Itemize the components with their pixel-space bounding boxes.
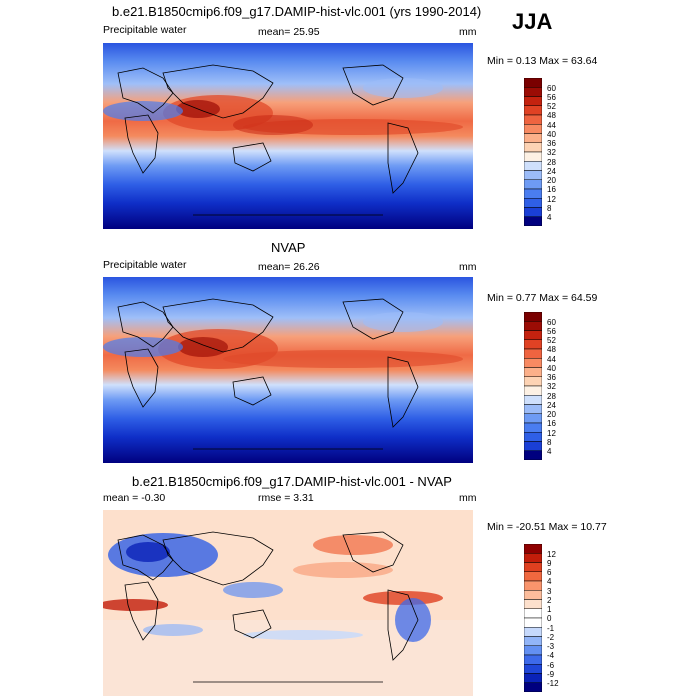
- cb-tick: 16: [547, 185, 556, 194]
- panel-obs-minmax: Min = 0.77 Max = 64.59: [487, 292, 598, 304]
- cb-tick: 28: [547, 158, 556, 167]
- panel-diff-unit: mm: [459, 492, 477, 504]
- cb-tick: 12: [547, 550, 556, 559]
- panel-obs-unit: mm: [459, 261, 477, 273]
- cb-tick: 4: [547, 447, 552, 456]
- panel-obs-variable: Precipitable water: [103, 259, 187, 271]
- panel-model-variable: Precipitable water: [103, 24, 187, 36]
- panel-diff-map: [103, 510, 473, 696]
- panel-obs-title: NVAP: [271, 240, 306, 255]
- panel-obs-mean: mean= 26.26: [258, 261, 320, 273]
- cb-tick: 20: [547, 410, 556, 419]
- cb-tick: 4: [547, 213, 552, 222]
- cb-tick: 4: [547, 577, 552, 586]
- panel-model-mean: mean= 25.95: [258, 26, 320, 38]
- cb-tick: -6: [547, 661, 555, 670]
- panel-model-map: [103, 43, 473, 229]
- cb-tick: 60: [547, 84, 556, 93]
- cb-tick: 12: [547, 195, 556, 204]
- panel-obs-map: [103, 277, 473, 463]
- panel-model-colorbar: [524, 78, 542, 226]
- panel-model-title: b.e21.B1850cmip6.f09_g17.DAMIP-hist-vlc.…: [112, 4, 482, 19]
- panel-diff-title: b.e21.B1850cmip6.f09_g17.DAMIP-hist-vlc.…: [132, 474, 452, 489]
- cb-tick: 44: [547, 121, 556, 130]
- season-label: JJA: [512, 9, 553, 34]
- panel-model-minmax: Min = 0.13 Max = 63.64: [487, 55, 598, 67]
- panel-obs-colorbar: [524, 312, 542, 460]
- cb-tick: 56: [547, 327, 556, 336]
- cb-tick: 40: [547, 130, 556, 139]
- cb-tick: 32: [547, 382, 556, 391]
- cb-tick: 28: [547, 392, 556, 401]
- cb-tick: 24: [547, 401, 556, 410]
- cb-tick: 3: [547, 587, 552, 596]
- cb-tick: -1: [547, 624, 555, 633]
- cb-tick: 44: [547, 355, 556, 364]
- cb-tick: 8: [547, 204, 552, 213]
- cb-tick: -2: [547, 633, 555, 642]
- cb-tick: -4: [547, 651, 555, 660]
- cb-tick: 2: [547, 596, 552, 605]
- panel-diff-colorbar: [524, 544, 542, 692]
- cb-tick: 0: [547, 614, 552, 623]
- panel-diff-mean: mean = -0.30: [103, 492, 166, 504]
- cb-tick: 32: [547, 148, 556, 157]
- cb-tick: 6: [547, 568, 552, 577]
- cb-tick: -3: [547, 642, 555, 651]
- cb-tick: 16: [547, 419, 556, 428]
- cb-tick: 12: [547, 429, 556, 438]
- cb-tick: 52: [547, 102, 556, 111]
- cb-tick: 36: [547, 373, 556, 382]
- cb-tick: 8: [547, 438, 552, 447]
- panel-model-unit: mm: [459, 26, 477, 38]
- cb-tick: 48: [547, 345, 556, 354]
- cb-tick: 36: [547, 139, 556, 148]
- cb-tick: -9: [547, 670, 555, 679]
- cb-tick: 52: [547, 336, 556, 345]
- cb-tick: 60: [547, 318, 556, 327]
- cb-tick: 1: [547, 605, 552, 614]
- panel-diff-minmax: Min = -20.51 Max = 10.77: [487, 521, 607, 533]
- cb-tick: 48: [547, 111, 556, 120]
- panel-diff-rmse: rmse = 3.31: [258, 492, 314, 504]
- cb-tick: 24: [547, 167, 556, 176]
- cb-tick: 40: [547, 364, 556, 373]
- cb-tick: 20: [547, 176, 556, 185]
- cb-tick: 9: [547, 559, 552, 568]
- cb-tick: 56: [547, 93, 556, 102]
- cb-tick: -12: [547, 679, 559, 688]
